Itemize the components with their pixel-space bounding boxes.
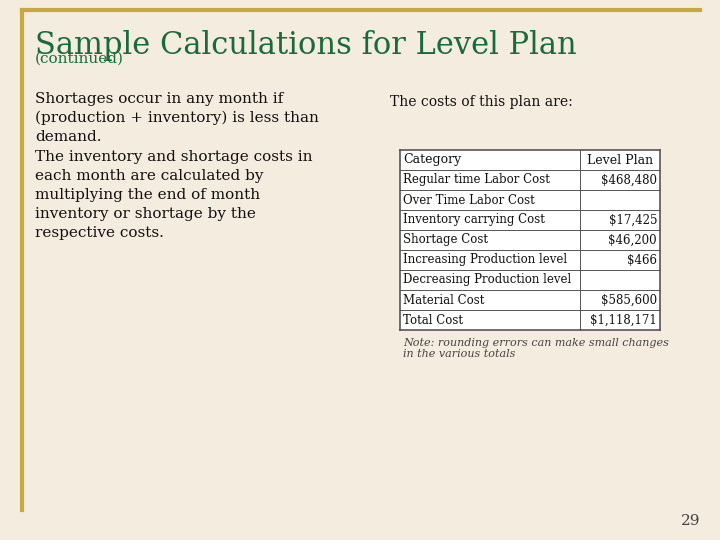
Text: Level Plan: Level Plan: [587, 153, 653, 166]
Text: Decreasing Production level: Decreasing Production level: [403, 273, 571, 287]
Text: Note: rounding errors can make small changes: Note: rounding errors can make small cha…: [403, 338, 669, 348]
Text: (continued): (continued): [35, 52, 124, 66]
Text: Increasing Production level: Increasing Production level: [403, 253, 567, 267]
Text: Category: Category: [403, 153, 462, 166]
Text: The costs of this plan are:: The costs of this plan are:: [390, 95, 572, 109]
Text: 29: 29: [680, 514, 700, 528]
Text: multiplying the end of month: multiplying the end of month: [35, 188, 260, 202]
Text: each month are calculated by: each month are calculated by: [35, 169, 264, 183]
Text: Shortages occur in any month if: Shortages occur in any month if: [35, 92, 283, 106]
Text: Total Cost: Total Cost: [403, 314, 463, 327]
Text: Sample Calculations for Level Plan: Sample Calculations for Level Plan: [35, 30, 577, 61]
Text: Inventory carrying Cost: Inventory carrying Cost: [403, 213, 545, 226]
Text: Over Time Labor Cost: Over Time Labor Cost: [403, 193, 535, 206]
Text: $466: $466: [627, 253, 657, 267]
Text: $46,200: $46,200: [608, 233, 657, 246]
Text: $17,425: $17,425: [608, 213, 657, 226]
Text: Material Cost: Material Cost: [403, 294, 485, 307]
FancyBboxPatch shape: [400, 150, 660, 330]
Text: The inventory and shortage costs in: The inventory and shortage costs in: [35, 150, 312, 164]
Text: $1,118,171: $1,118,171: [590, 314, 657, 327]
Text: in the various totals: in the various totals: [403, 349, 516, 359]
Text: demand.: demand.: [35, 130, 102, 144]
Text: $468,480: $468,480: [601, 173, 657, 186]
Text: inventory or shortage by the: inventory or shortage by the: [35, 207, 256, 221]
Text: respective costs.: respective costs.: [35, 226, 164, 240]
Text: Regular time Labor Cost: Regular time Labor Cost: [403, 173, 550, 186]
Text: Shortage Cost: Shortage Cost: [403, 233, 488, 246]
Text: $585,600: $585,600: [601, 294, 657, 307]
Text: (production + inventory) is less than: (production + inventory) is less than: [35, 111, 319, 125]
